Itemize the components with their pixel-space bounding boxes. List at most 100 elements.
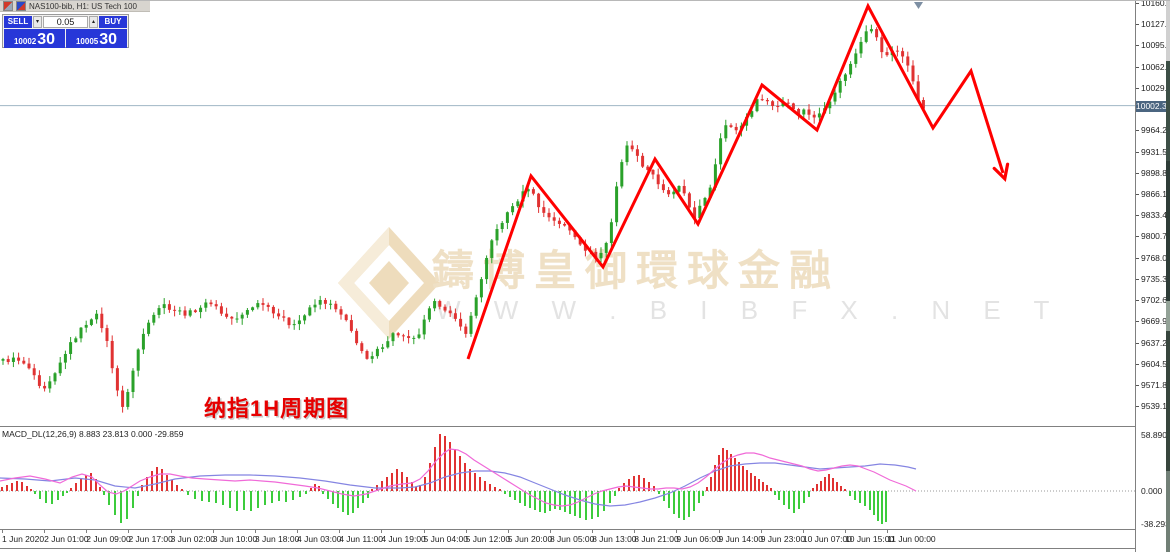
- price-axis-tick: [1136, 363, 1139, 365]
- time-axis[interactable]: 1 Jun 2020 2 Jun 01:00 2 Jun 09:00 2 Jun 17…: [0, 530, 1135, 548]
- time-axis-label: 1 Jun 2020: [2, 534, 45, 544]
- panel-separator[interactable]: [0, 426, 1135, 427]
- background-window-fragment: [1166, 1, 1170, 61]
- price-axis-tick: [1136, 215, 1139, 217]
- macd-indicator-chart[interactable]: [0, 428, 1135, 529]
- time-axis-tick: [718, 530, 720, 533]
- price-axis-label: 10160.40: [1141, 0, 1170, 8]
- chart-symbol-icon: [16, 1, 26, 11]
- price-axis-tick: [1136, 87, 1139, 89]
- time-axis-tick: [592, 530, 594, 533]
- chart-shift-marker-icon[interactable]: [914, 2, 923, 9]
- background-window-fragment: [1166, 161, 1170, 301]
- price-axis-label: 10029.60: [1141, 82, 1170, 93]
- buy-button[interactable]: BUY: [99, 16, 127, 28]
- price-axis-label: 9964.20: [1141, 125, 1170, 136]
- price-axis-label: 10127.70: [1141, 19, 1170, 30]
- time-axis-label: 5 Jun 04:00: [423, 534, 468, 544]
- price-axis-tick: [1136, 342, 1139, 344]
- time-axis-tick: [44, 530, 46, 533]
- price-axis-label: 9833.40: [1141, 210, 1170, 221]
- price-axis-tick: [1136, 385, 1139, 386]
- trendline-drawing[interactable]: [466, 2, 1010, 360]
- price-axis-tick: [1136, 236, 1139, 238]
- price-axis-tick: [1136, 172, 1139, 174]
- macd-histogram: [1, 434, 887, 524]
- time-axis-label: 10 Jun 15:00: [845, 534, 895, 544]
- time-axis-tick: [634, 530, 636, 533]
- price-axis-tick: [1136, 300, 1139, 302]
- time-axis-label: 9 Jun 23:00: [760, 534, 806, 544]
- time-axis-label: 2 Jun 17:00: [128, 534, 173, 544]
- time-axis-label: 11 Jun 00:00: [887, 534, 936, 544]
- time-axis-label: 9 Jun 06:00: [676, 534, 721, 544]
- volume-input[interactable]: 0.05: [43, 16, 88, 28]
- price-axis-label: 10095.00: [1141, 40, 1170, 51]
- price-axis-label: 10062.30: [1141, 61, 1170, 72]
- price-axis[interactable]: 10160.40 10127.70 10095.00 10062.30 10029.60…: [1135, 1, 1170, 552]
- sell-price-pips: 30: [37, 31, 56, 48]
- time-axis-tick: [760, 530, 762, 533]
- time-axis-label: 4 Jun 19:00: [381, 534, 426, 544]
- time-axis-tick: [339, 530, 341, 533]
- price-axis-label: 9539.10: [1141, 401, 1170, 412]
- time-axis-tick: [549, 530, 551, 533]
- time-axis-tick: [887, 530, 889, 533]
- watermark-site-text: W W W . B I B F X . N E T: [436, 295, 1063, 325]
- macd-indicator-label: MACD_DL(12,26,9) 8.883 23.813 0.000 -29.…: [2, 429, 184, 439]
- time-axis-tick: [465, 530, 467, 533]
- watermark-logo: [338, 227, 440, 339]
- background-window-fragment: [1166, 471, 1170, 552]
- buy-price-pips: 30: [99, 31, 118, 48]
- one-click-trading-panel: SELL ▾ 0.05 ▴ BUY 10002 30 10005 30: [2, 14, 129, 48]
- time-axis-label: 4 Jun 03:00: [297, 534, 342, 544]
- terminal-icon: [3, 1, 13, 11]
- price-axis-tick: [1136, 257, 1139, 259]
- macd-lines: [0, 448, 917, 507]
- macd-axis-label: 58.890: [1141, 430, 1167, 440]
- background-window-fragment: [1166, 301, 1170, 331]
- time-axis-tick: [845, 530, 846, 533]
- price-axis-tick: [1136, 3, 1139, 4]
- current-price-tag: 10002.30: [1136, 100, 1170, 112]
- price-axis-label: 9669.90: [1141, 316, 1170, 327]
- time-axis-tick: [507, 530, 509, 533]
- price-axis-label: 9571.80: [1141, 380, 1170, 390]
- macd-axis-label: -38.293: [1141, 519, 1170, 529]
- price-axis-label: 9604.50: [1141, 358, 1170, 369]
- sell-price-main: 10002: [13, 37, 37, 46]
- volume-decrease-button[interactable]: ▾: [33, 16, 42, 28]
- time-axis-label: 5 Jun 20:00: [507, 534, 553, 544]
- price-axis-tick: [1136, 278, 1139, 280]
- time-axis-label: 10 Jun 07:00: [802, 534, 852, 544]
- volume-increase-button[interactable]: ▴: [89, 16, 98, 28]
- time-axis-label: 8 Jun 13:00: [592, 534, 637, 544]
- price-axis-tick: [1136, 406, 1139, 408]
- time-axis-label: 9 Jun 14:00: [718, 534, 763, 544]
- price-axis-tick: [1136, 45, 1139, 47]
- sell-button[interactable]: SELL: [4, 16, 32, 28]
- time-axis-label: 2 Jun 09:00: [86, 534, 131, 544]
- time-axis-label: 2 Jun 01:00: [44, 534, 89, 544]
- buy-price-button[interactable]: 10005 30: [66, 29, 127, 48]
- price-axis-tick: [1136, 130, 1139, 132]
- time-axis-tick: [676, 530, 678, 533]
- time-axis-tick: [802, 530, 804, 533]
- chart-window-tab[interactable]: NAS100-bib, H1: US Tech 100: [0, 1, 150, 12]
- price-axis-tick: [1136, 66, 1139, 68]
- time-axis-tick: [381, 530, 383, 533]
- price-axis-tick: [1136, 321, 1139, 323]
- candlestick-chart[interactable]: [0, 1, 1135, 427]
- price-axis-label: 9800.70: [1141, 231, 1170, 242]
- sell-price-button[interactable]: 10002 30: [4, 29, 65, 48]
- time-axis-tick: [297, 530, 299, 533]
- price-axis-tick: [1136, 151, 1139, 153]
- panel-separator-highlight: [0, 427, 1135, 428]
- price-axis-label: 9735.30: [1141, 273, 1170, 284]
- bottom-border: [0, 548, 1166, 549]
- price-axis-label: 9702.60: [1141, 295, 1170, 306]
- time-axis-tick: [86, 530, 88, 533]
- time-axis-tick: [170, 530, 172, 533]
- price-axis-label: 9931.50: [1141, 146, 1170, 157]
